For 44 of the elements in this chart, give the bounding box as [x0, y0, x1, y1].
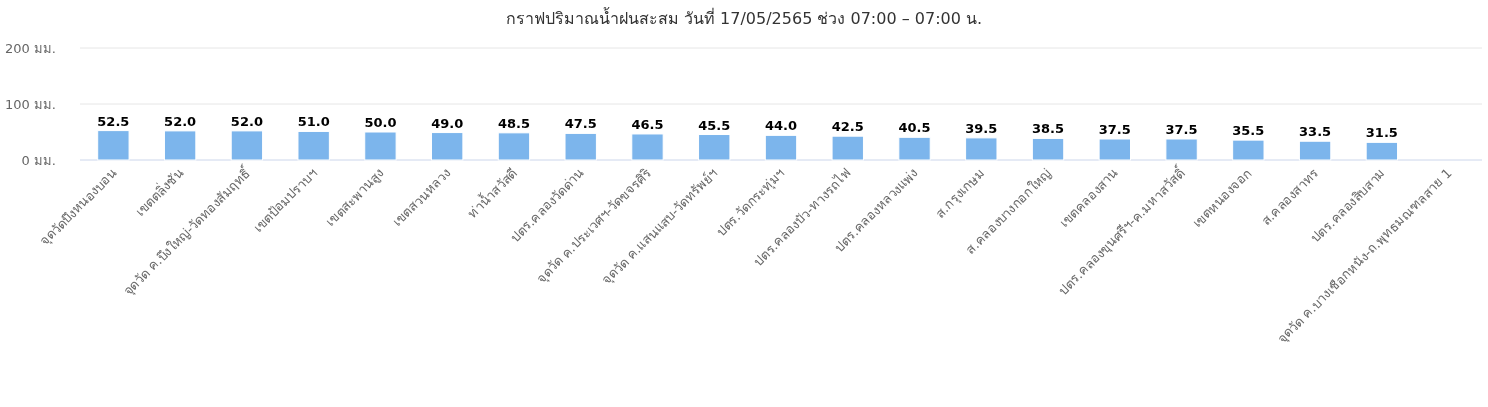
bar — [631, 133, 664, 161]
bar — [564, 132, 597, 161]
data-label: 39.5 — [965, 120, 998, 136]
bar — [1165, 138, 1198, 161]
bar — [1031, 137, 1065, 161]
bar — [764, 134, 798, 161]
data-label: 52.5 — [97, 113, 130, 129]
bar — [163, 130, 197, 161]
y-tick-label: 100 มม. — [4, 97, 56, 112]
bar — [97, 130, 130, 161]
data-label: 37.5 — [1098, 122, 1131, 137]
bar — [431, 132, 464, 161]
data-label: 52.0 — [230, 113, 263, 129]
data-label: 31.5 — [1365, 125, 1398, 141]
data-label: 40.5 — [898, 120, 931, 136]
y-tick-label: 0 มม. — [21, 153, 56, 168]
bar — [1365, 141, 1399, 161]
chart-title: กราฟปริมาณน้ำฝนสะสม วันที่ 17/05/2565 ช่วง 07:00 – 07:00 น. — [505, 7, 983, 28]
bar — [1298, 140, 1332, 161]
data-label: 44.0 — [764, 118, 798, 134]
bar — [1232, 139, 1265, 161]
data-label: 52.0 — [164, 113, 197, 129]
bar — [965, 137, 998, 161]
data-label: 51.0 — [297, 114, 330, 130]
data-label: 48.5 — [497, 115, 530, 131]
data-label: 50.0 — [364, 115, 397, 130]
data-label: 42.5 — [831, 119, 864, 135]
data-label: 33.5 — [1299, 124, 1332, 140]
data-label: 37.5 — [1165, 122, 1198, 137]
bar — [698, 134, 731, 161]
bar — [297, 130, 330, 161]
data-label: 35.5 — [1232, 123, 1265, 139]
data-label: 46.5 — [631, 116, 664, 132]
bar — [497, 132, 531, 161]
bar — [364, 131, 397, 161]
y-tick-label: 200 มม. — [4, 41, 56, 56]
data-label: 45.5 — [698, 117, 731, 133]
data-label: 47.5 — [564, 116, 597, 132]
data-label: 49.0 — [431, 115, 464, 131]
bar — [831, 135, 864, 161]
data-label: 38.5 — [1032, 121, 1065, 137]
bar — [1098, 138, 1131, 161]
bar — [898, 136, 931, 161]
bar — [230, 130, 264, 161]
